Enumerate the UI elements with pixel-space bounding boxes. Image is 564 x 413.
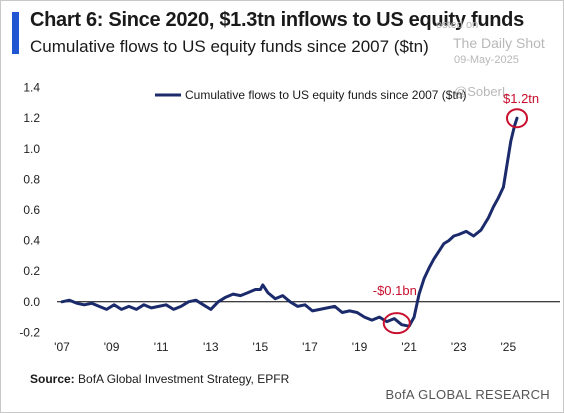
x-tick-label: '25 [501,340,517,354]
accent-bar [12,12,19,54]
x-tick-label: '09 [104,340,120,354]
annotations: -$0.1bn $1.2tn [373,91,539,335]
chart-subtitle: Cumulative flows to US equity funds sinc… [30,37,429,56]
source-note: Source: BofA Global Investment Strategy,… [30,372,289,386]
annotation-label-high: $1.2tn [503,91,539,106]
x-tick-label: '21 [401,340,417,354]
y-tick-label: 0.6 [23,203,40,217]
x-axis-ticks: '07 '09 '11 '13 '15 '17 '19 '21 '23 '25 [54,340,516,354]
chart-title: Chart 6: Since 2020, $1.3tn inflows to U… [30,9,524,31]
watermark-posted: osted on [436,19,479,31]
x-tick-label: '17 [302,340,318,354]
x-tick-label: '07 [54,340,70,354]
x-tick-label: '15 [253,340,269,354]
annotation-label-low: -$0.1bn [373,283,417,298]
legend-label: Cumulative flows to US equity funds sinc… [185,88,466,102]
y-tick-label: 0.4 [23,234,40,248]
y-tick-label: 1.4 [23,81,40,95]
source-label: Source: [30,372,75,386]
watermark-date: 09-May-2025 [454,54,519,66]
watermark-site: The Daily Shot [453,35,545,51]
y-tick-label: -0.2 [19,325,40,339]
y-tick-label: 0.8 [23,172,40,186]
x-tick-label: '11 [154,340,169,354]
y-axis-ticks: -0.2 0.0 0.2 0.4 0.6 0.8 1.0 1.2 1.4 [19,81,40,340]
watermark-handle: @SoberL [454,84,510,99]
legend: Cumulative flows to US equity funds sinc… [155,88,466,102]
y-tick-label: 0.0 [23,295,40,309]
x-tick-label: '23 [451,340,467,354]
series-line-cumulative-flows [60,116,519,328]
y-tick-label: 0.2 [23,264,40,278]
x-tick-label: '13 [203,340,219,354]
x-tick-label: '19 [352,340,368,354]
y-tick-label: 1.2 [23,111,40,125]
annotation-circle-low [382,312,411,335]
source-text: BofA Global Investment Strategy, EPFR [74,372,290,386]
brand-label: BofA GLOBAL RESEARCH [385,387,550,402]
y-tick-label: 1.0 [23,142,40,156]
annotation-circle-high [506,108,529,129]
